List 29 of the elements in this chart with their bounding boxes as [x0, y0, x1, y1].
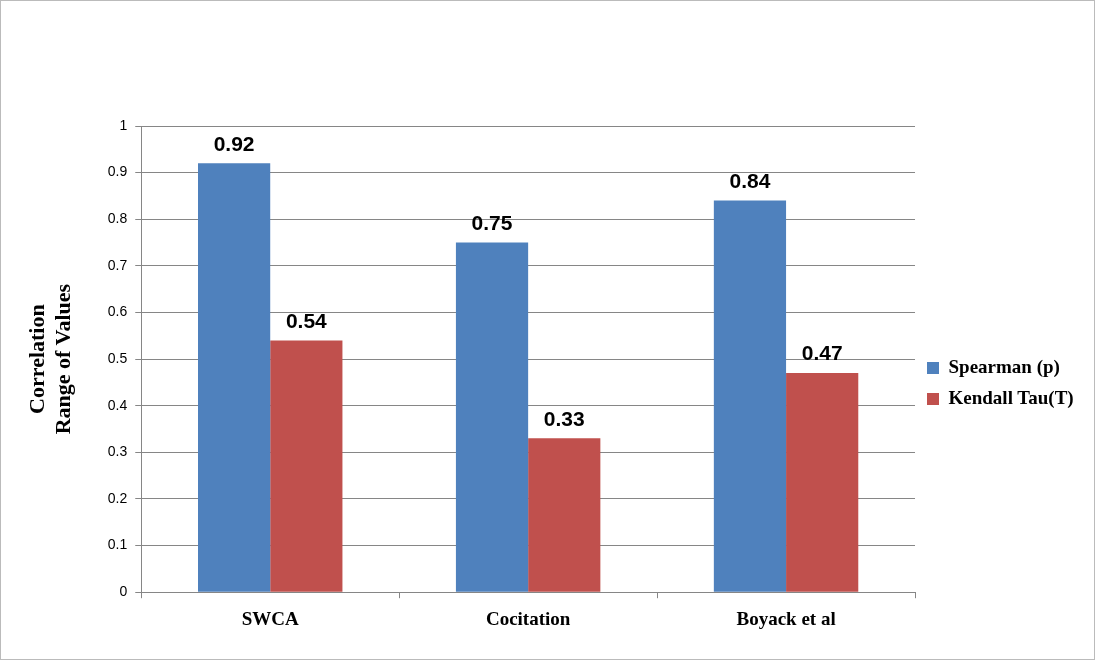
- data-label: 0.47: [801, 341, 843, 365]
- bar: [713, 200, 787, 592]
- y-tick-label: 0.3: [107, 443, 128, 460]
- data-label: 0.54: [285, 308, 328, 332]
- y-tick-label: 0.4: [107, 396, 128, 413]
- legend-label: Kendall Tau(T): [948, 386, 1074, 409]
- y-tick-label: 0.2: [107, 489, 128, 506]
- y-tick-label: 0.7: [107, 256, 128, 273]
- y-tick-label: 0: [119, 583, 128, 600]
- x-tick-label: Cocitation: [485, 607, 571, 629]
- y-tick-label: 0.6: [107, 303, 128, 320]
- y-axis-title: Correlation Range of Values: [23, 283, 76, 435]
- bar: [270, 340, 343, 592]
- bar: [455, 242, 529, 592]
- data-label: 0.75: [471, 210, 513, 234]
- x-tick-label: Boyack et al: [736, 607, 836, 629]
- bar: [786, 373, 859, 592]
- data-label: 0.84: [729, 168, 771, 192]
- y-tick-label: 0.9: [107, 163, 128, 180]
- y-tick-label: 1: [119, 116, 128, 133]
- legend-label: Spearman (p): [948, 355, 1060, 378]
- x-tick-label: SWCA: [241, 607, 299, 629]
- y-tick-label: 0.8: [107, 210, 128, 227]
- data-label: 0.92: [213, 131, 255, 155]
- bar: [198, 163, 271, 592]
- y-tick-label: 0.5: [107, 349, 128, 366]
- y-tick-label: 0.1: [107, 536, 128, 553]
- bar: [528, 438, 601, 592]
- data-label: 0.33: [543, 406, 585, 430]
